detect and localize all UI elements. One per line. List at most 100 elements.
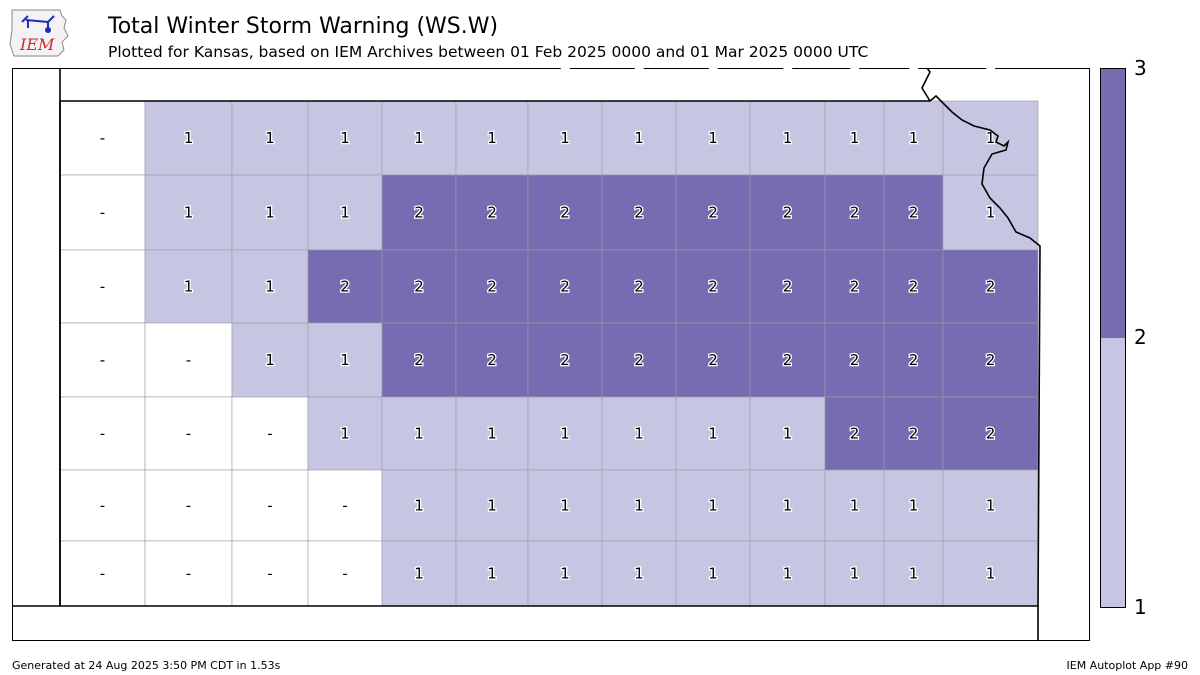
county-value-label: 2 (634, 351, 644, 369)
county: 1 (601, 396, 677, 471)
county-shape (749, 174, 826, 251)
county-shape (231, 396, 309, 471)
county: 2 (883, 396, 944, 471)
county-value-label: 1 (560, 425, 570, 443)
county: 1 (601, 100, 677, 176)
county-shape (601, 174, 677, 251)
county-value-label: - (267, 425, 272, 443)
county-value-label: 2 (487, 278, 497, 296)
county-value-label: 1 (265, 278, 275, 296)
county-shape (601, 540, 677, 607)
county-value-label: - (100, 129, 105, 147)
page-title: Total Winter Storm Warning (WS.W) (108, 14, 499, 39)
county-value-label: 1 (414, 565, 424, 583)
county-value-label: 2 (560, 278, 570, 296)
county-shape (455, 100, 529, 176)
county: 2 (455, 174, 529, 251)
county-shape (455, 469, 529, 542)
county-value-label: 2 (909, 278, 919, 296)
county: 2 (824, 322, 885, 398)
county: - (144, 540, 233, 607)
county: 1 (381, 540, 457, 607)
county-value-label: - (186, 497, 191, 515)
county-value-label: 2 (850, 425, 860, 443)
county: 2 (307, 249, 383, 324)
county-value-label: - (489, 68, 494, 72)
county-shape (883, 396, 944, 471)
colorbar-label: 3 (1134, 56, 1147, 80)
county-value-label: 2 (560, 204, 570, 222)
county: 1 (675, 540, 751, 607)
county-shape (824, 174, 885, 251)
county-value-label: 1 (986, 204, 996, 222)
county: 1 (675, 396, 751, 471)
county: 1 (144, 249, 233, 324)
county: 2 (675, 322, 751, 398)
county-value-label: 1 (783, 129, 793, 147)
colorbar-segment-2 (1100, 68, 1126, 338)
county-value-label: 1 (634, 129, 644, 147)
county-value-label: 1 (340, 351, 350, 369)
county: 1 (749, 540, 826, 607)
county-value-label: - (416, 68, 421, 72)
county-shape (824, 100, 885, 176)
county: 1 (749, 100, 826, 176)
county: 1 (883, 100, 944, 176)
county-shape (675, 174, 751, 251)
county-value-label: 1 (634, 497, 644, 515)
county-value-label: 1 (184, 278, 194, 296)
county: - (59, 322, 146, 398)
county-value-label: 2 (634, 204, 644, 222)
county: - (59, 396, 146, 471)
county: - (144, 469, 233, 542)
county: 1 (307, 100, 383, 176)
county-value-label: 1 (487, 497, 497, 515)
county-shape (942, 100, 1039, 176)
county-value-label: 1 (850, 68, 860, 72)
county: 1 (307, 322, 383, 398)
county-value-label: 1 (265, 129, 275, 147)
county-shape (455, 322, 529, 398)
county-value-label: 2 (708, 278, 718, 296)
county-shape (307, 174, 383, 251)
county-value-label: 1 (560, 129, 570, 147)
county-value-label: 1 (708, 497, 718, 515)
county: 1 (381, 396, 457, 471)
state-line (921, 68, 931, 102)
county-shape (231, 469, 309, 542)
county-value-label: 2 (909, 351, 919, 369)
county-value-label: - (100, 425, 105, 443)
county-value-label: 1 (414, 497, 424, 515)
page-subtitle: Plotted for Kansas, based on IEM Archive… (108, 43, 869, 61)
iem-logo-icon: IEM (8, 6, 72, 58)
county: - (59, 174, 146, 251)
county-shape (942, 396, 1039, 471)
county-layer: - 1 1 1 1 1 1 1 1 1 1 1 1 - 1 1 1 2 2 2 2 2 2 2 2 1 - 1 1 2 2 2 2 2 2 2 2 2 2 -… (59, 68, 1039, 607)
county: 1 (883, 540, 944, 607)
county: 2 (942, 249, 1039, 324)
county: - (59, 249, 146, 324)
county-value-label: 1 (708, 68, 718, 72)
county-shape (942, 540, 1039, 607)
county-value-label: 1 (783, 425, 793, 443)
map-frame (12, 68, 1090, 641)
colorbar-label: 2 (1134, 325, 1147, 349)
county-shape (675, 100, 751, 176)
county-value-label: 1 (265, 204, 275, 222)
county: 1 (633, 68, 645, 73)
county: 1 (527, 396, 603, 471)
county-value-label: 1 (560, 565, 570, 583)
county-value-label: 2 (909, 204, 919, 222)
county: 2 (455, 322, 529, 398)
county-value-label: 1 (783, 68, 793, 72)
county-value-label: 1 (909, 68, 919, 72)
county: 2 (824, 249, 885, 324)
county-shape (883, 540, 944, 607)
county: 1 (527, 100, 603, 176)
county-value-label: - (267, 68, 272, 72)
county-map: - 1 1 1 1 1 1 1 1 1 1 1 1 - 1 1 1 2 2 2 2 2 2 2 2 1 - 1 1 2 2 2 2 2 2 2 2 2 2 -… (12, 68, 1090, 641)
county-value-label: 2 (414, 278, 424, 296)
county: 2 (601, 249, 677, 324)
county-shape (144, 322, 233, 398)
county-shape (942, 174, 1039, 251)
